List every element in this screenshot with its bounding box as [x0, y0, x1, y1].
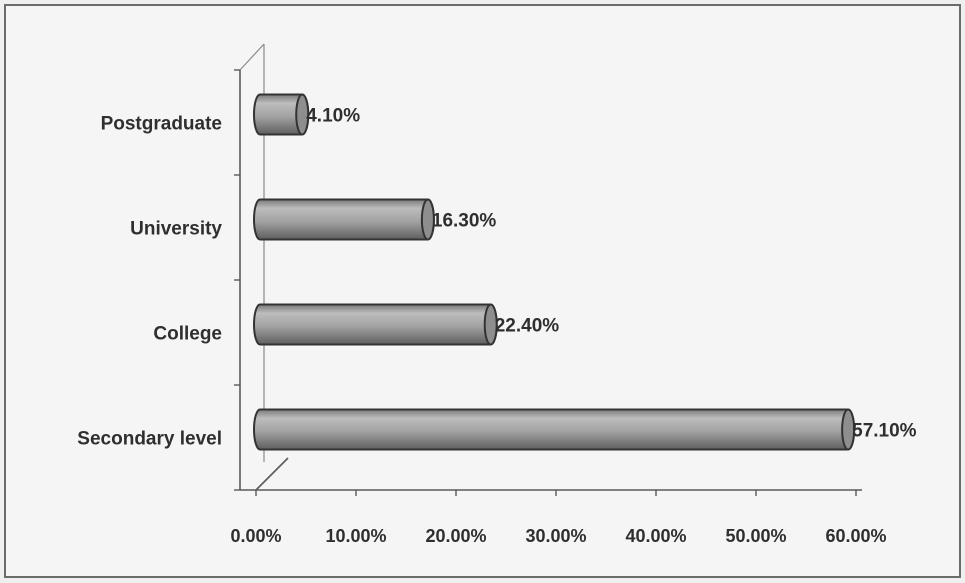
category-label: College [153, 324, 222, 345]
x-tick-label: 20.00% [425, 526, 486, 546]
x-tick-label: 30.00% [525, 526, 586, 546]
data-labels: 4.10% 16.30% 22.40% 57.10% [306, 106, 916, 442]
bar-college [253, 303, 498, 346]
x-tick-labels: 0.00% 10.00% 20.00% 30.00% 40.00% 50.00% 60.00… [230, 526, 886, 546]
category-labels: Postgraduate University College Secondary l… [77, 114, 222, 450]
chart-frame [4, 4, 961, 578]
data-label: 16.30% [432, 211, 497, 232]
x-tick-label: 50.00% [725, 526, 786, 546]
floor-depth-edge [255, 457, 289, 491]
data-label: 57.10% [852, 421, 917, 442]
x-tick-label: 60.00% [825, 526, 886, 546]
category-label: Postgraduate [101, 114, 222, 135]
data-label: 4.10% [306, 106, 360, 127]
bars [253, 93, 856, 451]
bar-university [253, 198, 435, 241]
x-tick-label: 10.00% [325, 526, 386, 546]
back-wall-top-edge [239, 43, 265, 71]
bar-body [253, 408, 856, 451]
category-label: Secondary level [77, 429, 222, 450]
bar-postgraduate [253, 93, 310, 136]
y-axis-ticks [234, 69, 240, 491]
bar-end-cap [420, 198, 435, 241]
x-axis-ticks [255, 490, 857, 496]
bar-secondary-level [253, 408, 856, 451]
category-label: University [130, 219, 222, 240]
bar-end-cap [483, 303, 498, 346]
data-label: 22.40% [495, 316, 560, 337]
bar-end-cap [295, 93, 310, 136]
x-tick-label: 40.00% [625, 526, 686, 546]
bar-end-cap [841, 408, 856, 451]
bar-body [253, 303, 498, 346]
bar-body [253, 198, 435, 241]
x-tick-label: 0.00% [230, 526, 281, 546]
